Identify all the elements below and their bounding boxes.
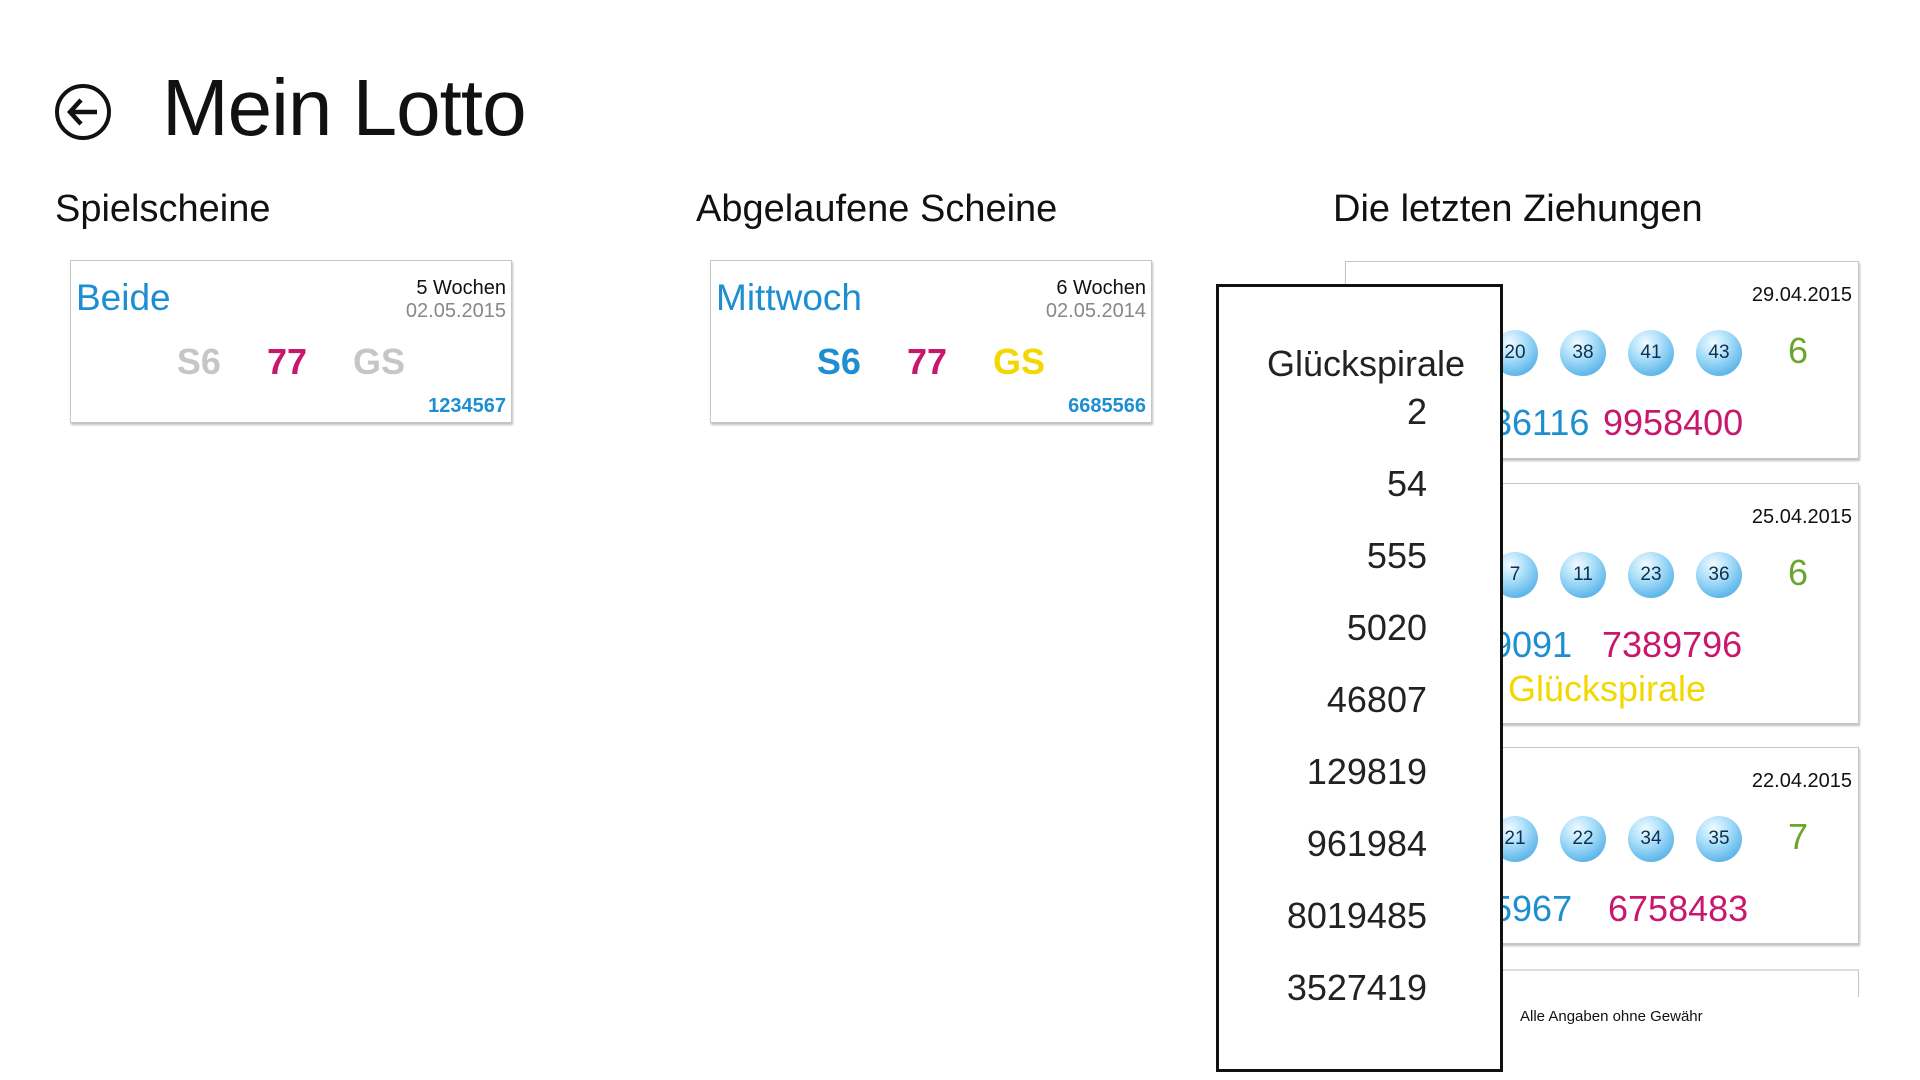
draw-balls: 7 11 23 36 [1492, 552, 1764, 598]
ticket-duration: 5 Wochen [416, 277, 506, 299]
game-badge-77: 77 [266, 341, 308, 382]
flyout-number: 54 [1386, 463, 1427, 504]
flyout-number: 5020 [1346, 607, 1427, 648]
draw-balls: 20 38 41 43 [1492, 330, 1764, 376]
draw-date: 22.04.2015 [1751, 770, 1852, 792]
section-heading-expired: Abgelaufene Scheine [696, 188, 1058, 230]
game-badge-77: 77 [906, 341, 948, 382]
flyout-number: 46807 [1326, 679, 1427, 720]
flyout-number: 3527419 [1286, 967, 1427, 1008]
flyout-number: 961984 [1306, 823, 1427, 864]
ticket-number: 1234567 [428, 395, 506, 417]
ticket-duration: 6 Wochen [1056, 277, 1146, 299]
ticket-card-mittwoch[interactable]: Mittwoch 6 Wochen 02.05.2014 S6 77 GS 66… [710, 260, 1152, 423]
section-heading-tickets: Spielscheine [55, 188, 271, 230]
lotto-ball: 43 [1696, 330, 1742, 376]
lotto-ball: 41 [1628, 330, 1674, 376]
back-arrow-icon [67, 98, 97, 126]
back-button[interactable] [55, 84, 111, 140]
game-badge-gs: GS [353, 341, 406, 382]
flyout-number: 8019485 [1286, 895, 1427, 936]
draw-date: 25.04.2015 [1751, 506, 1852, 528]
ticket-games: S6 77 GS [711, 341, 1151, 383]
draw-balls: 21 22 34 35 [1492, 816, 1764, 862]
superzahl: 6 [1787, 330, 1808, 371]
game-badge-s6: S6 [816, 341, 861, 382]
game-badge-gs: GS [993, 341, 1046, 382]
super6-number: 6758483 [1608, 888, 1749, 929]
lotto-ball: 35 [1696, 816, 1742, 862]
flyout-number: 555 [1366, 535, 1427, 576]
ticket-number: 6685566 [1068, 395, 1146, 417]
ticket-date: 02.05.2015 [405, 300, 506, 322]
superzahl: 7 [1787, 816, 1808, 857]
ticket-card-beide[interactable]: Beide 5 Wochen 02.05.2015 S6 77 GS 12345… [70, 260, 512, 423]
extra-game-label: Glückspirale [1508, 668, 1707, 709]
lotto-ball: 36 [1696, 552, 1742, 598]
spiel77-number: 9091 [1492, 624, 1573, 665]
super6-number: 9958400 [1603, 402, 1744, 443]
section-heading-draws: Die letzten Ziehungen [1333, 188, 1703, 230]
lotto-ball: 38 [1560, 330, 1606, 376]
flyout-number: 2 [1406, 391, 1427, 432]
disclaimer: Alle Angaben ohne Gewähr [1520, 1008, 1703, 1025]
ticket-name: Mittwoch [716, 277, 862, 318]
lotto-ball: 22 [1560, 816, 1606, 862]
lotto-ball: 11 [1560, 552, 1606, 598]
glueckspirale-flyout: Glückspirale 2 54 555 5020 46807 129819 … [1216, 284, 1503, 1072]
page-title: Mein Lotto [162, 63, 527, 152]
spiel77-number: 36116 [1492, 402, 1590, 443]
spiel77-number: 5967 [1492, 888, 1573, 929]
ticket-name: Beide [76, 277, 171, 318]
ticket-games: S6 77 GS [71, 341, 511, 383]
super6-number: 7389796 [1602, 624, 1743, 665]
superzahl: 6 [1787, 552, 1808, 593]
game-badge-s6: S6 [176, 341, 221, 382]
lotto-ball: 23 [1628, 552, 1674, 598]
flyout-number: 129819 [1306, 751, 1427, 792]
draw-date: 29.04.2015 [1751, 284, 1852, 306]
ticket-date: 02.05.2014 [1045, 300, 1146, 322]
lotto-ball: 34 [1628, 816, 1674, 862]
flyout-title: Glückspirale [1267, 343, 1466, 384]
